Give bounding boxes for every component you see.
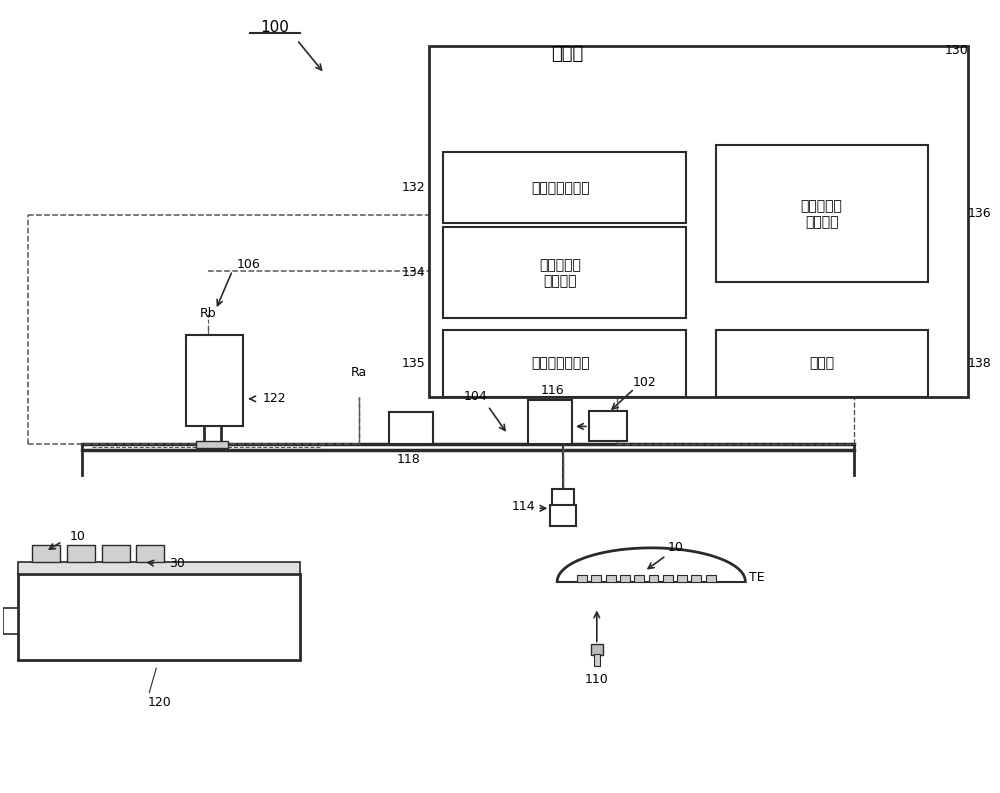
Text: 135: 135	[402, 357, 426, 370]
Bar	[552, 489, 574, 507]
Text: 110: 110	[585, 673, 609, 687]
Text: 116: 116	[540, 384, 564, 396]
Bar	[443, 228, 686, 318]
Text: 104: 104	[464, 390, 488, 403]
Text: 10: 10	[70, 531, 86, 543]
Text: 114: 114	[512, 500, 535, 513]
Text: 存储部: 存储部	[809, 356, 834, 370]
Bar	[716, 144, 928, 282]
Bar	[591, 575, 601, 581]
Bar	[528, 400, 572, 444]
Bar	[594, 654, 600, 666]
Bar	[18, 562, 300, 573]
Bar	[591, 644, 603, 655]
Text: 134: 134	[402, 266, 426, 279]
Text: 控制部: 控制部	[551, 45, 583, 63]
Bar	[691, 575, 701, 581]
Bar	[18, 573, 300, 661]
Bar	[196, 442, 228, 448]
Text: 136: 136	[968, 207, 992, 220]
Bar	[706, 575, 716, 581]
Bar	[136, 545, 164, 562]
Text: 第二层叠处理部: 第二层叠处理部	[531, 356, 589, 370]
Text: 第一正式压
接处理部: 第一正式压 接处理部	[539, 258, 581, 288]
Text: 第二正式压
接处理部: 第二正式压 接处理部	[801, 199, 843, 229]
Bar	[663, 575, 673, 581]
Bar	[677, 575, 687, 581]
Bar	[606, 575, 616, 581]
Text: 130: 130	[944, 44, 968, 56]
Text: 102: 102	[632, 376, 656, 389]
Text: 120: 120	[147, 695, 171, 708]
Text: 138: 138	[968, 357, 992, 370]
Text: 30: 30	[169, 557, 185, 570]
Bar	[649, 575, 658, 581]
Text: 10: 10	[668, 541, 684, 554]
Bar	[3, 608, 18, 634]
Bar	[634, 575, 644, 581]
Bar	[620, 575, 630, 581]
Bar	[443, 330, 686, 396]
Bar	[32, 545, 60, 562]
Bar	[550, 505, 576, 527]
Bar	[389, 412, 433, 444]
Bar	[429, 46, 968, 396]
Text: TE: TE	[749, 571, 765, 584]
Bar	[186, 335, 243, 426]
Text: 132: 132	[402, 182, 426, 194]
Bar	[716, 330, 928, 396]
Text: 118: 118	[397, 453, 421, 466]
Bar	[443, 152, 686, 224]
Text: Ra: Ra	[351, 366, 367, 379]
Text: 122: 122	[263, 392, 287, 404]
Text: 100: 100	[261, 21, 289, 36]
Bar	[102, 545, 130, 562]
Text: 第一层叠处理部: 第一层叠处理部	[531, 181, 589, 195]
Bar	[67, 545, 95, 562]
Text: Rb: Rb	[199, 308, 216, 320]
Bar	[589, 412, 627, 442]
Bar	[577, 575, 587, 581]
Text: 106: 106	[236, 258, 260, 270]
